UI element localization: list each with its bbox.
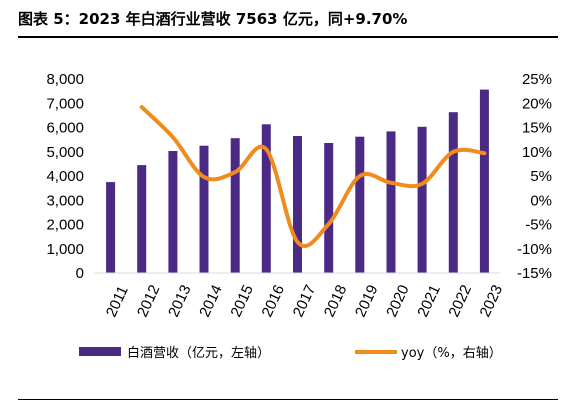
left-tick-label: 7,000 <box>46 95 84 112</box>
bar-2014 <box>199 145 209 273</box>
right-tick-label: -5% <box>525 217 552 234</box>
left-tick-label: 5,000 <box>46 144 84 161</box>
bar-2015 <box>230 138 240 273</box>
bar-2019 <box>355 136 365 273</box>
bar-2013 <box>168 151 178 273</box>
left-tick-label: 6,000 <box>46 120 84 137</box>
left-tick-label: 8,000 <box>46 71 84 88</box>
x-tick-label: 2018 <box>321 282 351 319</box>
x-tick-label: 2019 <box>352 282 382 319</box>
left-tick-label: 3,000 <box>46 192 84 209</box>
left-tick-label: 2,000 <box>46 217 84 234</box>
title-underline <box>18 36 558 38</box>
x-axis-ticks: 2011 2012 2013 2014 2015 2016 2017 2018 2019 2020… <box>103 282 506 319</box>
left-tick-label: 1,000 <box>46 241 84 258</box>
bottom-rule <box>18 399 558 400</box>
legend: 白酒营收（亿元，左轴） yoy（%，右轴） <box>79 345 502 361</box>
bar-2021 <box>417 126 427 273</box>
legend-bar-swatch <box>79 347 121 356</box>
x-tick-label: 2011 <box>103 283 132 319</box>
bar-2012 <box>137 165 147 273</box>
bar-2023 <box>479 89 489 273</box>
x-tick-label: 2016 <box>259 282 289 319</box>
x-tick-label: 2013 <box>165 282 195 319</box>
x-tick-label: 2012 <box>134 282 164 319</box>
legend-line-label: yoy（%，右轴） <box>401 346 502 361</box>
chart-title: 图表 5：2023 年白酒行业营收 7563 亿元，同+9.70% <box>18 10 408 28</box>
right-tick-label: -10% <box>517 241 552 258</box>
legend-bar-label: 白酒营收（亿元，左轴） <box>127 345 270 361</box>
yoy-line <box>139 105 487 248</box>
x-tick-label: 2023 <box>477 282 507 319</box>
bar-2017 <box>293 136 302 273</box>
right-tick-label: 15% <box>522 120 552 137</box>
x-tick-label: 2022 <box>445 282 475 319</box>
right-tick-label: 25% <box>522 71 552 88</box>
x-tick-label: 2014 <box>196 282 226 319</box>
bar-2022 <box>448 112 458 273</box>
left-axis-ticks: 0 1,000 2,000 3,000 4,000 5,000 6,000 7,000 8,00… <box>46 71 84 282</box>
right-tick-label: -15% <box>517 265 552 282</box>
bar-2020 <box>386 131 396 273</box>
x-tick-label: 2020 <box>383 282 413 319</box>
right-tick-label: 10% <box>522 144 552 161</box>
bar-2016 <box>261 124 271 273</box>
right-axis-ticks: -15% -10% -5% 0% 5% 10% 15% 20% 25% <box>517 71 552 282</box>
right-tick-label: 20% <box>522 95 552 112</box>
left-tick-label: 4,000 <box>46 168 84 185</box>
bar-2011 <box>106 182 116 273</box>
x-tick-label: 2017 <box>290 282 320 319</box>
right-tick-label: 0% <box>530 192 552 209</box>
left-tick-label: 0 <box>76 265 84 282</box>
bar-series <box>106 89 489 273</box>
bar-2018 <box>324 143 334 273</box>
x-tick-label: 2015 <box>227 282 257 319</box>
x-tick-label: 2021 <box>414 282 444 319</box>
right-tick-label: 5% <box>530 168 552 185</box>
